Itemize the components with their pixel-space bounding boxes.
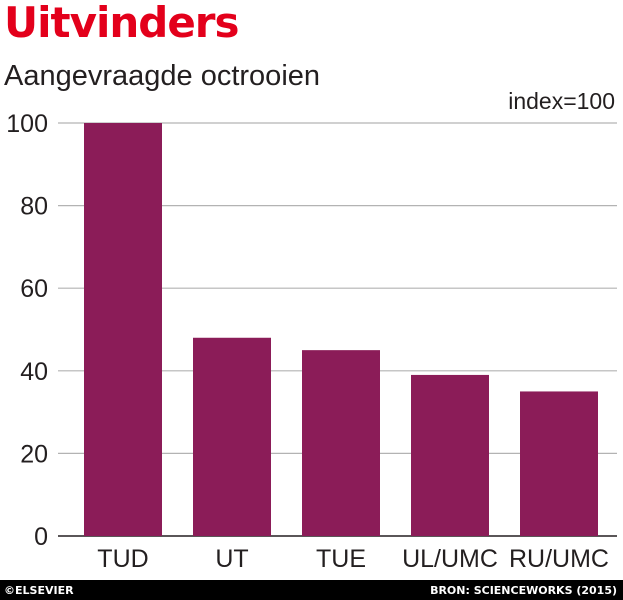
chart-subtitle: Aangevraagde octrooien bbox=[4, 60, 321, 92]
y-tick-label: 60 bbox=[20, 275, 48, 303]
x-tick-label: RU/UMC bbox=[509, 545, 609, 573]
x-tick-label: UL/UMC bbox=[402, 545, 498, 573]
y-tick-label: 80 bbox=[20, 193, 48, 221]
bar-tud bbox=[84, 123, 162, 536]
footer-bar: ©ELSEVIER BRON: SCIENCEWORKS (2015) bbox=[0, 580, 623, 600]
unit-note: index=100 bbox=[508, 88, 615, 114]
bar-ul-umc bbox=[411, 374, 489, 536]
bars bbox=[84, 123, 598, 536]
x-tick-label: TUD bbox=[97, 545, 148, 573]
y-tick-label: 0 bbox=[34, 523, 48, 551]
x-tick-label: TUE bbox=[316, 545, 366, 573]
bar-ut bbox=[193, 337, 271, 536]
copyright-label: ©ELSEVIER bbox=[4, 584, 74, 597]
chart-title: Uitvinders bbox=[4, 0, 240, 47]
y-axis-ticks: 0 20 40 60 80 100 bbox=[6, 110, 48, 551]
y-tick-label: 20 bbox=[20, 440, 48, 468]
bar-chart: 0 20 40 60 80 100 TUD UT TUE UL/UMC RU/UMC bbox=[6, 110, 617, 573]
x-tick-label: UT bbox=[215, 545, 248, 573]
y-tick-label: 40 bbox=[20, 358, 48, 386]
source-label: BRON: SCIENCEWORKS (2015) bbox=[430, 584, 617, 597]
bar-ru-umc bbox=[520, 391, 598, 536]
bar-tue bbox=[302, 350, 380, 536]
x-axis-ticks: TUD UT TUE UL/UMC RU/UMC bbox=[97, 545, 609, 573]
y-tick-label: 100 bbox=[6, 110, 48, 138]
